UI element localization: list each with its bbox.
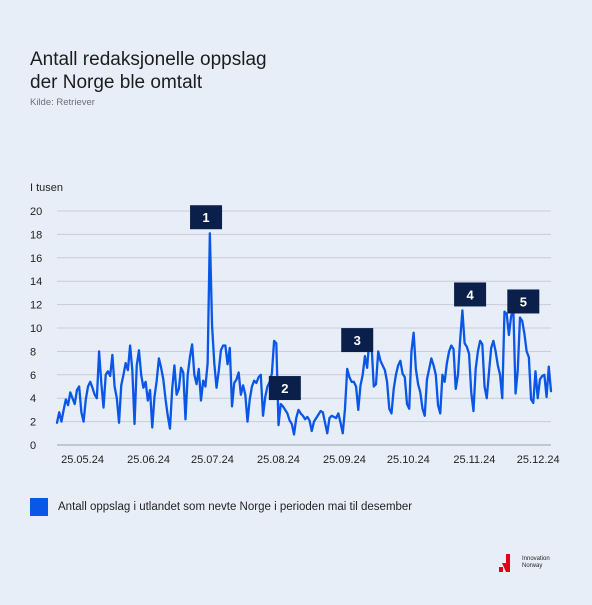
y-axis-label: I tusen	[30, 182, 64, 194]
innovation-norway-logo: Innovation Norway	[497, 553, 550, 573]
annotation-label: 5	[520, 294, 527, 309]
y-tick-label: 14	[30, 276, 42, 288]
y-tick-label: 18	[30, 229, 42, 241]
annotation-badge	[341, 328, 374, 353]
annotation-label: 2	[281, 381, 288, 396]
y-tick-label: 4	[30, 393, 36, 405]
logo-line1: Innovation	[522, 556, 550, 562]
x-tick-label: 25.10.24	[387, 454, 430, 466]
x-tick-label: 25.07.24	[191, 454, 234, 466]
y-tick-label: 10	[30, 323, 42, 335]
y-tick-label: 8	[30, 346, 36, 358]
chart-title-line2: der Norge ble omtalt	[30, 72, 203, 93]
legend-swatch	[30, 498, 48, 516]
x-tick-label: 25.06.24	[127, 454, 170, 466]
annotation-label: 3	[354, 333, 361, 348]
logo-mark-icon	[499, 554, 510, 572]
x-tick-label: 25.08.24	[257, 454, 300, 466]
y-tick-label: 20	[30, 206, 42, 218]
x-tick-label: 25.11.24	[453, 454, 495, 466]
annotation-badge	[190, 205, 223, 230]
annotation-label: 1	[202, 210, 209, 225]
chart-title-line1: Antall redaksjonelle oppslag	[30, 49, 267, 70]
series-line	[55, 232, 553, 436]
x-tick-label: 25.12.24	[517, 454, 560, 466]
y-tick-label: 12	[30, 300, 42, 312]
x-tick-label: 25.09.24	[323, 454, 366, 466]
y-tick-label: 0	[30, 440, 36, 452]
annotation-badge	[507, 289, 540, 314]
legend: Antall oppslag i utlandet som nevte Norg…	[30, 498, 412, 516]
legend-label: Antall oppslag i utlandet som nevte Norg…	[58, 501, 413, 513]
logo-text: Innovation Norway	[522, 556, 550, 570]
annotation-label: 4	[466, 287, 474, 302]
chart-title: Antall redaksjonelle oppslag der Norge b…	[30, 48, 350, 94]
y-tick-label: 6	[30, 370, 36, 382]
annotation-badge	[268, 376, 301, 401]
y-tick-label: 16	[30, 253, 42, 265]
chart-source: Kilde: Retriever	[30, 97, 95, 108]
y-tick-label: 2	[30, 417, 36, 429]
annotation-badge	[454, 282, 487, 307]
x-tick-label: 25.05.24	[61, 454, 104, 466]
logo-line2: Norway	[522, 563, 543, 569]
